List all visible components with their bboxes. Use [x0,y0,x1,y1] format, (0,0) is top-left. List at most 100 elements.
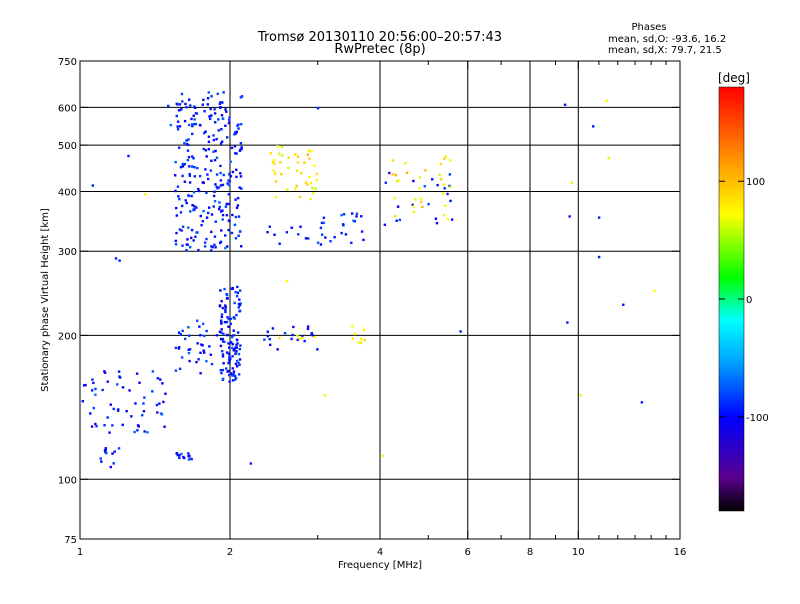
x-mode-point [579,394,582,397]
o-mode-point [234,346,237,350]
o-mode-point [236,204,240,207]
o-mode-point [178,454,181,457]
o-mode-point [214,246,217,249]
o-mode-point [205,216,209,219]
o-mode-point [109,403,112,406]
o-mode-point [188,348,192,351]
o-mode-point [199,214,202,218]
o-mode-point [218,205,221,209]
o-mode-point [398,218,402,222]
o-mode-point [199,351,202,355]
o-mode-point [329,240,332,243]
o-mode-point [185,249,188,252]
x-mode-point [296,161,300,164]
o-mode-point [353,220,357,223]
o-mode-point [178,103,182,106]
o-mode-point [92,381,95,385]
o-mode-point [183,119,187,123]
o-mode-point [143,396,146,399]
o-mode-point [221,340,225,343]
o-mode-point [205,191,208,194]
o-mode-point [225,245,229,248]
o-mode-point [133,430,136,434]
x-mode-point [653,289,656,293]
o-mode-point [160,413,164,416]
o-mode-point [146,431,149,434]
o-mode-point [190,194,193,198]
o-mode-point [210,230,213,234]
o-mode-point [238,289,242,292]
o-mode-point [215,137,218,141]
o-mode-point [450,218,454,221]
y-axis-label: Stationary phase Virtual Height [km] [40,208,51,392]
o-mode-point [210,245,213,248]
o-mode-point [218,207,221,211]
o-mode-point [90,425,94,428]
o-mode-point [103,424,106,427]
x-mode-point [269,152,273,155]
x-mode-point [418,176,422,179]
o-mode-point [180,92,184,96]
x-mode-point [294,153,297,156]
o-mode-point [303,339,306,343]
o-mode-point [187,458,191,461]
o-mode-point [218,102,222,106]
o-mode-point [237,127,240,130]
o-mode-point [162,400,165,404]
x-tick-label: 1 [77,547,83,558]
o-mode-point [362,238,365,242]
o-mode-point [219,210,223,213]
o-mode-point [227,228,230,232]
o-mode-point [224,308,227,312]
o-mode-point [360,215,363,218]
o-mode-point [179,333,182,336]
o-mode-point [448,173,452,176]
o-mode-point [227,121,231,125]
o-mode-point [292,325,295,329]
o-mode-point [221,117,225,120]
o-mode-point [99,457,102,460]
x-mode-point [313,164,316,167]
o-mode-point [227,352,231,355]
o-mode-point [103,449,107,452]
x-mode-point [351,325,354,328]
o-mode-point [180,204,184,208]
o-mode-point [446,192,449,196]
o-mode-point [233,378,237,381]
o-mode-point [322,216,326,220]
o-mode-point [221,209,224,212]
o-mode-point [342,224,345,227]
x-mode-point [279,161,282,164]
x-mode-point [287,156,290,159]
x-mode-point [307,149,311,152]
x-mode-point [274,196,278,199]
o-mode-point [238,149,242,153]
o-mode-point [174,346,178,350]
o-mode-point [135,372,139,375]
x-mode-point [394,215,397,218]
o-mode-point [214,149,217,153]
o-mode-point [205,360,208,363]
o-mode-point [232,334,235,337]
o-mode-point [125,409,128,413]
o-mode-point [202,209,205,213]
o-mode-point [220,349,224,353]
o-mode-point [342,213,346,216]
o-mode-point [290,226,293,229]
o-mode-point [232,329,235,332]
o-mode-point [151,370,155,373]
o-mode-point [197,187,200,191]
o-mode-point [249,462,253,465]
o-mode-point [196,166,199,170]
o-mode-point [118,259,121,262]
o-mode-point [229,322,232,326]
o-mode-point [230,341,233,344]
o-mode-point [176,453,179,457]
o-mode-point [220,313,224,316]
o-mode-point [219,344,223,348]
o-mode-point [176,125,179,128]
x-mode-point [276,145,279,148]
o-mode-point [181,225,185,229]
o-mode-point [226,136,229,139]
o-mode-point [240,95,244,98]
